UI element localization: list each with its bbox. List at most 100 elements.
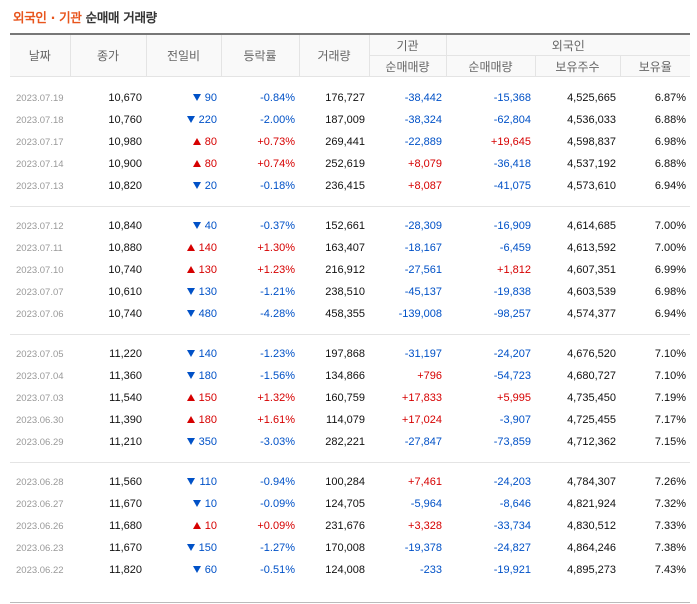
cell-inst-net: +17,024: [401, 414, 442, 426]
cell-inst-net: +796: [417, 370, 442, 382]
cell-inst-net: -27,561: [404, 264, 442, 276]
table-row: 2023.07.18 10,760 220 -2.00% 187,009 -38,324 -…: [10, 109, 690, 131]
cell-rate: -4.28%: [260, 308, 295, 320]
cell-date: 2023.07.03: [16, 392, 64, 404]
cell-volume: 216,912: [325, 264, 365, 276]
cell-volume: 152,661: [325, 220, 365, 232]
cell-change: 80: [146, 153, 221, 175]
cell-holdings: 4,613,592: [567, 242, 616, 254]
cell-inst-net: -5,964: [410, 498, 442, 510]
cell-rate: +1.61%: [257, 414, 295, 426]
table-row: 2023.07.06 10,740 480 -4.28% 458,355 -139,008…: [10, 303, 690, 325]
trading-table: 날짜 종가 전일비 등락률 거래량 기관 외국인 순매매량 순매매량 보유주수 …: [10, 33, 691, 581]
triangle-up-icon: [186, 393, 195, 401]
cell-inst-net: -19,378: [404, 542, 442, 554]
cell-holdings: 4,712,362: [567, 436, 616, 448]
cell-holdings: 4,864,246: [567, 542, 616, 554]
cell-date: 2023.07.06: [16, 308, 64, 320]
cell-volume: 163,407: [325, 242, 365, 254]
col-header-foreign-ratio: 보유율: [619, 55, 691, 77]
cell-ratio: 7.10%: [654, 370, 687, 382]
cell-close: 10,820: [108, 180, 142, 192]
cell-close: 11,220: [109, 348, 142, 360]
cell-foreign-net: -24,207: [493, 348, 531, 360]
cell-rate: +0.74%: [257, 158, 295, 170]
cell-date: 2023.06.26: [16, 520, 64, 532]
cell-ratio: 6.98%: [654, 286, 687, 298]
cell-foreign-net: -6,459: [499, 242, 531, 254]
cell-ratio: 7.43%: [654, 564, 687, 576]
cell-volume: 124,008: [325, 564, 365, 576]
cell-foreign-net: +1,812: [497, 264, 531, 276]
cell-change-value: 40: [204, 220, 217, 232]
cell-close: 11,560: [109, 476, 142, 488]
cell-ratio: 7.26%: [654, 476, 687, 488]
cell-foreign-net: -54,723: [493, 370, 531, 382]
cell-change: 130: [146, 259, 221, 281]
triangle-up-icon: [192, 137, 201, 145]
table-row: 2023.06.26 11,680 10 +0.09% 231,676 +3,328 -33…: [10, 515, 690, 537]
cell-foreign-net: -73,859: [493, 436, 531, 448]
cell-inst-net: -38,442: [404, 92, 442, 104]
cell-foreign-net: -24,827: [493, 542, 531, 554]
cell-inst-net: -27,847: [404, 436, 442, 448]
cell-change-value: 220: [198, 114, 217, 126]
cell-change-value: 350: [198, 436, 217, 448]
cell-ratio: 6.94%: [654, 180, 687, 192]
cell-change-value: 140: [198, 242, 217, 254]
cell-foreign-net: -36,418: [493, 158, 531, 170]
table-row: 2023.07.11 10,880 140 +1.30% 163,407 -18,167 -…: [10, 237, 690, 259]
triangle-up-icon: [186, 265, 195, 273]
cell-rate: +0.73%: [257, 136, 295, 148]
cell-ratio: 7.32%: [654, 498, 687, 510]
cell-holdings: 4,821,924: [567, 498, 616, 510]
cell-rate: -0.51%: [260, 564, 295, 576]
table-row: 2023.07.03 11,540 150 +1.32% 160,759 +17,833 +…: [10, 387, 690, 409]
cell-volume: 236,415: [325, 180, 365, 192]
cell-change: 220: [146, 109, 221, 131]
cell-inst-net: -139,008: [398, 308, 442, 320]
cell-inst-net: -233: [419, 564, 442, 576]
cell-inst-net: -28,309: [404, 220, 442, 232]
cell-volume: 269,441: [325, 136, 365, 148]
triangle-down-icon: [192, 221, 201, 229]
cell-foreign-net: -16,909: [493, 220, 531, 232]
cell-inst-net: +7,461: [408, 476, 442, 488]
cell-rate: -1.56%: [260, 370, 295, 382]
cell-rate: +1.30%: [257, 242, 295, 254]
cell-change-value: 80: [204, 158, 217, 170]
cell-close: 11,670: [109, 542, 142, 554]
cell-close: 11,540: [109, 392, 142, 404]
cell-close: 11,670: [109, 498, 142, 510]
cell-rate: -0.37%: [260, 220, 295, 232]
triangle-up-icon: [192, 521, 201, 529]
cell-date: 2023.06.29: [16, 436, 64, 448]
table-row: 2023.07.07 10,610 130 -1.21% 238,510 -45,137 -…: [10, 281, 690, 303]
cell-inst-net: +3,328: [408, 520, 442, 532]
cell-ratio: 7.17%: [654, 414, 687, 426]
cell-change: 110: [146, 471, 221, 493]
col-header-date: 날짜: [10, 33, 70, 77]
cell-date: 2023.06.23: [16, 542, 64, 554]
cell-close: 10,760: [108, 114, 142, 126]
cell-change: 10: [146, 493, 221, 515]
cell-volume: 176,727: [325, 92, 365, 104]
cell-foreign-net: -98,257: [493, 308, 531, 320]
cell-holdings: 4,784,307: [567, 476, 616, 488]
cell-volume: 238,510: [325, 286, 365, 298]
cell-holdings: 4,537,192: [567, 158, 616, 170]
cell-holdings: 4,725,455: [567, 414, 616, 426]
cell-change-value: 150: [198, 392, 217, 404]
cell-change: 60: [146, 559, 221, 581]
cell-change: 180: [146, 365, 221, 387]
col-header-institution: 기관: [368, 33, 446, 56]
cell-holdings: 4,680,727: [567, 370, 616, 382]
table-row: 2023.07.17 10,980 80 +0.73% 269,441 -22,889 +1…: [10, 131, 690, 153]
col-header-close: 종가: [69, 33, 146, 77]
cell-change-value: 140: [198, 348, 217, 360]
cell-close: 10,980: [108, 136, 142, 148]
table-row: 2023.06.28 11,560 110 -0.94% 100,284 +7,461 -2…: [10, 471, 690, 493]
cell-foreign-net: +5,995: [497, 392, 531, 404]
cell-holdings: 4,525,665: [567, 92, 616, 104]
